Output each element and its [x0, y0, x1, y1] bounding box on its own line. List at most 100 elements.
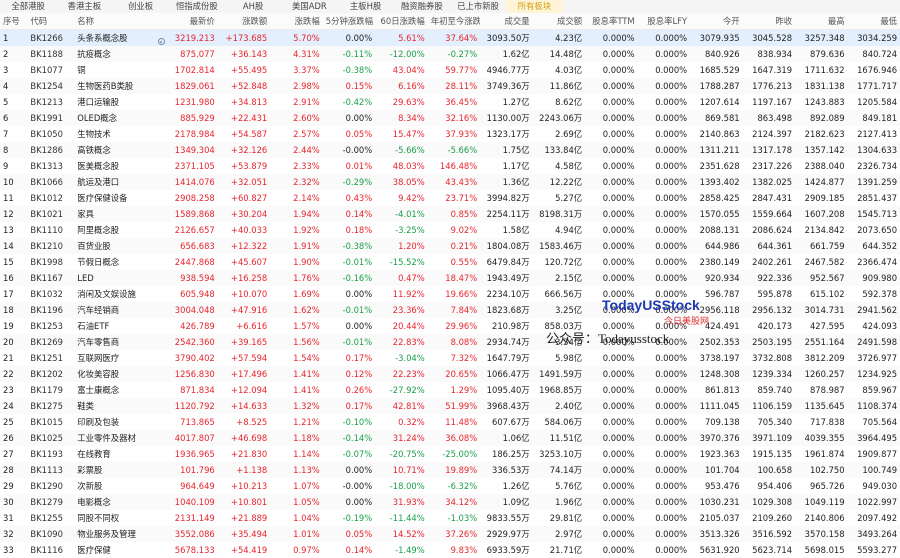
- table-row[interactable]: 11 BK1012 医疗保健设备 2908.258 +60.827 2.14% 0.43% 9…: [0, 190, 900, 206]
- row-icon-cell: [153, 318, 166, 334]
- table-row[interactable]: 21 BK1251 互联网医疗 3790.402 +57.594 1.54% 0.17% -3…: [0, 350, 900, 366]
- row-icon-cell: [153, 446, 166, 462]
- tab-6[interactable]: 主板H股: [349, 1, 382, 11]
- column-header-0[interactable]: 序号: [3, 16, 20, 26]
- table-row[interactable]: 7 BK1050 生物技术 2178.984 +54.587 2.57% 0.05% 15.4…: [0, 126, 900, 142]
- column-header-13[interactable]: 股息率LFY: [647, 16, 688, 26]
- cell-code: BK1077: [30, 65, 63, 75]
- cell-dividend-ttm: 0.000%: [602, 225, 635, 235]
- column-header-1[interactable]: 代码: [30, 16, 48, 26]
- cell-change-pct: 1.57%: [293, 321, 320, 331]
- table-row[interactable]: 25 BK1015 印刷及包装 713.865 +8.525 1.21% -0.10% 0.3…: [0, 414, 900, 430]
- table-row[interactable]: 1 BK1266 头条系概念股 3219.213 +173.685 5.70% 0.00% 5…: [0, 30, 900, 46]
- cell-dividend-ttm: 0.000%: [602, 273, 635, 283]
- tab-7[interactable]: 融资融券股: [400, 1, 443, 11]
- column-header-9[interactable]: 年初至今涨跌: [430, 16, 481, 26]
- cell-change-5min: -0.11%: [342, 49, 373, 59]
- tab-3[interactable]: 恒指成份股: [175, 1, 218, 11]
- table-row[interactable]: 31 BK1255 同股不同权 2131.149 +21.889 1.04% -0.19% -…: [0, 510, 900, 526]
- details-icon[interactable]: [157, 38, 165, 45]
- table-row[interactable]: 23 BK1179 富士康概念 871.834 +12.094 1.41% 0.26% -27…: [0, 382, 900, 398]
- row-icon-cell: [153, 350, 166, 366]
- table-row[interactable]: 17 BK1032 消闲及文娱设施 605.948 +10.070 1.69% 0.00% 1…: [0, 286, 900, 302]
- cell-change-pct: 0.97%: [293, 545, 320, 555]
- column-header-11[interactable]: 成交额: [557, 16, 583, 26]
- cell-low: 705.564: [862, 417, 898, 427]
- column-header-7[interactable]: 5分钟涨跌幅: [325, 16, 373, 26]
- cell-change-ytd: 28.11%: [445, 81, 478, 91]
- cell-name: 医疗保健: [77, 545, 111, 555]
- table-row[interactable]: 13 BK1110 阿里概念股 2126.657 +40.033 1.92% 0.18% -3…: [0, 222, 900, 238]
- tab-9[interactable]: 所有板块: [506, 0, 563, 13]
- tab-8[interactable]: 已上市新股: [457, 1, 500, 11]
- table-row[interactable]: 18 BK1196 汽车经销商 3004.048 +47.916 1.62% -0.01% 2…: [0, 302, 900, 318]
- table-row[interactable]: 22 BK1202 化妆美容股 1256.830 +17.496 1.41% 0.12% 22…: [0, 366, 900, 382]
- column-header-12[interactable]: 股息率TTM: [592, 16, 635, 26]
- cell-prev-close: 1915.135: [752, 449, 793, 459]
- cell-change-pct: 1.32%: [293, 401, 320, 411]
- cell-low: 3034.259: [857, 33, 898, 43]
- row-icon-cell: [153, 110, 166, 126]
- table-row[interactable]: 15 BK1998 节假日概念 2447.868 +45.607 1.90% -0.01% -…: [0, 254, 900, 270]
- table-row[interactable]: 5 BK1213 港口运输股 1231.980 +34.813 2.91% -0.42% 29…: [0, 94, 900, 110]
- table-row[interactable]: 16 BK1167 LED 938.594 +16.258 1.76% -0.16% 0.47…: [0, 270, 900, 286]
- cell-name: 医美概念股: [77, 161, 120, 171]
- table-row[interactable]: 32 BK1090 物业服务及管理 3552.086 +35.494 1.01% 0.05%…: [0, 526, 900, 542]
- cell-name: 富士康概念: [77, 385, 120, 395]
- table-row[interactable]: 6 BK1991 OLED概念 885.929 +22.431 2.60% 0.00% 8.3…: [0, 110, 900, 126]
- cell-name: 互联网医疗: [77, 353, 120, 363]
- tab-5[interactable]: 美国ADR: [292, 1, 327, 11]
- cell-high: 3812.209: [804, 353, 845, 363]
- cell-open: 596.787: [704, 289, 740, 299]
- tab-1[interactable]: 香港主板: [67, 1, 102, 11]
- cell-change-60d: 14.52%: [392, 529, 425, 539]
- row-icon-cell: [153, 190, 166, 206]
- column-header-10[interactable]: 成交量: [504, 16, 530, 26]
- column-header-16[interactable]: 最高: [827, 16, 845, 26]
- column-header-14[interactable]: 今开: [722, 16, 740, 26]
- table-row[interactable]: 20 BK1269 汽车零售商 2542.360 +39.165 1.56% -0.01% 2…: [0, 334, 900, 350]
- table-row[interactable]: 26 BK1025 工业零件及器材 4017.807 +46.698 1.18% -0.14…: [0, 430, 900, 446]
- tab-0[interactable]: 全部港股: [11, 1, 45, 11]
- column-header-6[interactable]: 涨跌幅: [294, 16, 320, 26]
- cell-name: 港口运输股: [77, 97, 120, 107]
- cell-change-60d: -20.75%: [389, 449, 425, 459]
- tab-4[interactable]: AH股: [242, 1, 264, 11]
- table-row[interactable]: 30 BK1279 电影概念 1040.109 +10.801 1.05% 0.00% 31.…: [0, 494, 900, 510]
- table-row[interactable]: 12 BK1021 家具 1589.868 +30.204 1.94% 0.14% -4.01…: [0, 206, 900, 222]
- cell-index: 2: [3, 49, 9, 59]
- column-header-2[interactable]: 名称: [77, 16, 95, 26]
- column-header-8[interactable]: 60日涨跌幅: [380, 16, 425, 26]
- table-row[interactable]: 19 BK1253 石油ETF 426.789 +6.616 1.57% 0.00% 20.4…: [0, 318, 900, 334]
- table-row[interactable]: 3 BK1077 铜 1702.814 +55.495 3.37% -0.38% 43.04%…: [0, 62, 900, 78]
- table-row[interactable]: 8 BK1286 高铁概念 1349.304 +32.126 2.44% -0.00% -5.…: [0, 142, 900, 158]
- cell-index: 6: [3, 113, 9, 123]
- cell-turnover: 1583.46万: [539, 241, 583, 251]
- table-row[interactable]: 24 BK1275 鞋类 1120.792 +14.633 1.32% 0.17% 42.81…: [0, 398, 900, 414]
- table-row[interactable]: 14 BK1210 百货业股 656.683 +12.322 1.91% -0.38% 1.2…: [0, 238, 900, 254]
- column-header-15[interactable]: 昨收: [775, 16, 793, 26]
- cell-change-60d: -11.44%: [389, 513, 425, 523]
- table-row[interactable]: 29 BK1290 次新股 964.649 +10.213 1.07% -0.00% -18.…: [0, 478, 900, 494]
- column-header-17[interactable]: 最低: [880, 16, 898, 26]
- table-row[interactable]: 4 BK1254 生物医药B类股 1829.061 +52.848 2.98% 0.15% 6…: [0, 78, 900, 94]
- cell-change-ytd: 19.66%: [445, 289, 478, 299]
- row-icon-cell: [153, 78, 166, 94]
- cell-change-5min: 0.43%: [345, 193, 373, 203]
- cell-name: 在线教育: [77, 449, 111, 459]
- table-row[interactable]: 27 BK1193 在线教育 1936.965 +21.830 1.14% -0.07% -2…: [0, 446, 900, 462]
- table-row[interactable]: 9 BK1313 医美概念股 2371.105 +53.879 2.33% 0.01% 48.…: [0, 158, 900, 174]
- column-header-5[interactable]: 涨跌额: [242, 16, 268, 26]
- row-icon-cell: [153, 366, 166, 382]
- table-row[interactable]: 2 BK1188 抗疫概念 875.077 +36.143 4.31% -0.11% -12.…: [0, 46, 900, 62]
- cell-prev-close: 100.658: [757, 465, 793, 475]
- table-row[interactable]: 28 BK1113 彩票股 101.796 +1.138 1.13% 0.00% 10.71%…: [0, 462, 900, 478]
- cell-name: 生物技术: [77, 129, 111, 139]
- tab-2[interactable]: 创业板: [128, 1, 154, 11]
- table-row[interactable]: 10 BK1066 航运及港口 1414.076 +32.051 2.32% -0.29% 3…: [0, 174, 900, 190]
- column-header-3[interactable]: [153, 13, 166, 29]
- column-header-4[interactable]: 最新价: [189, 16, 215, 26]
- cell-index: 17: [3, 289, 14, 299]
- table-row[interactable]: 33 BK1116 医疗保健 5678.133 +54.419 0.97% 0.14% -1.…: [0, 542, 900, 558]
- cell-volume: 1804.08万: [486, 241, 530, 251]
